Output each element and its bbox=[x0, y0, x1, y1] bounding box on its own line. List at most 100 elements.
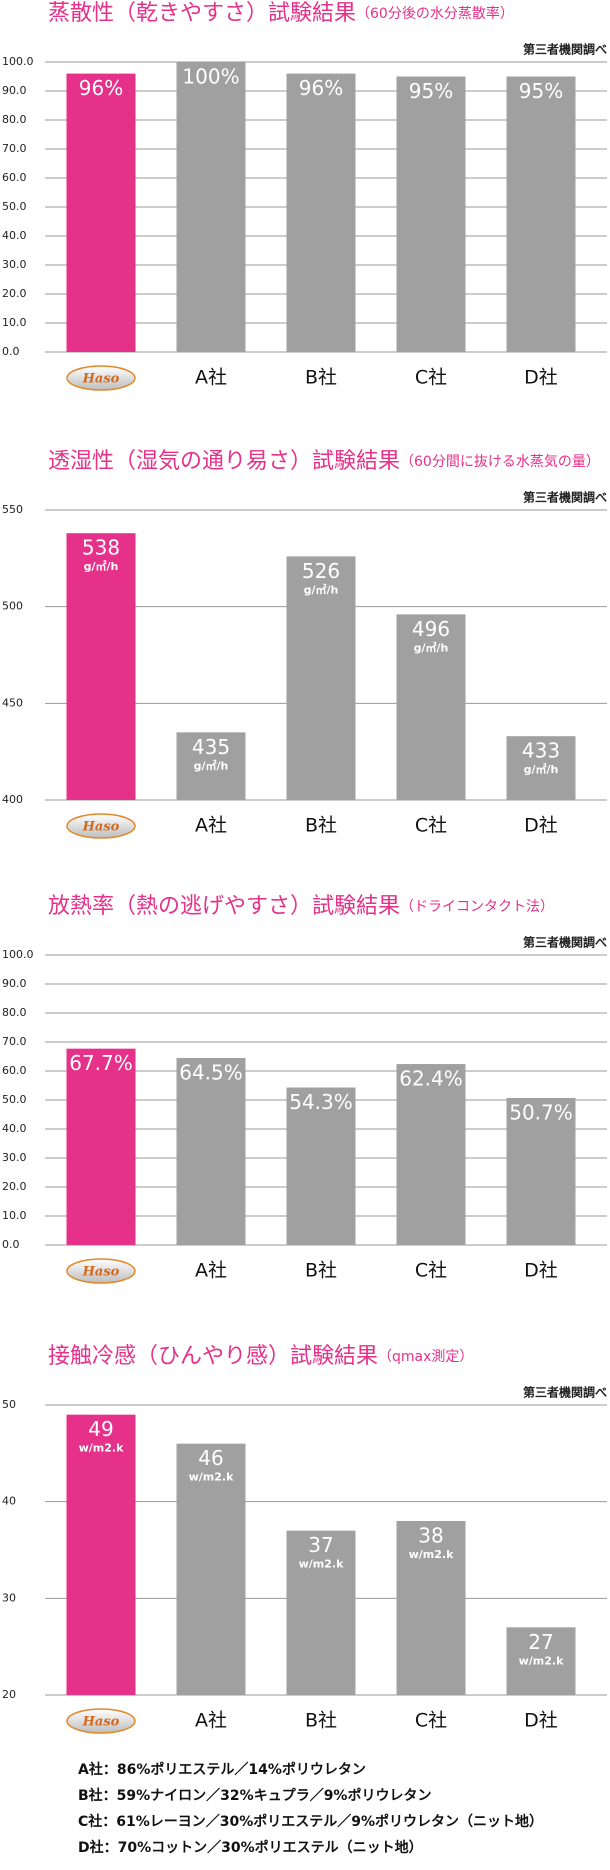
x-tick-label: C社 bbox=[415, 367, 447, 389]
value-label: 538 bbox=[82, 536, 120, 560]
x-tick-label: A社 bbox=[195, 1710, 227, 1732]
note: C社：61%レーヨン／30%ポリエステル／9%ポリウレタン（ニット地） bbox=[78, 1813, 543, 1830]
bar bbox=[66, 73, 136, 352]
value-label: 496 bbox=[412, 617, 450, 641]
value-label: 526 bbox=[302, 559, 340, 583]
value-label: 67.7% bbox=[69, 1051, 133, 1075]
x-tick-label: A社 bbox=[195, 1260, 227, 1282]
bar bbox=[176, 1443, 246, 1695]
y-tick-label: 400 bbox=[2, 793, 23, 806]
value-label: 37 bbox=[308, 1533, 333, 1557]
value-label: 62.4% bbox=[399, 1067, 463, 1091]
value-label: 27 bbox=[528, 1630, 553, 1654]
y-tick-label: 30.0 bbox=[2, 1151, 27, 1164]
unit-label: w/m2.k bbox=[79, 1442, 124, 1455]
y-tick-label: 20.0 bbox=[2, 287, 27, 300]
unit-label: g/㎡/h bbox=[524, 762, 559, 776]
logo-badge bbox=[66, 365, 136, 391]
bar bbox=[286, 73, 356, 352]
value-label: 95% bbox=[409, 79, 453, 103]
bar bbox=[506, 736, 576, 800]
note: D社：70%コットン／30%ポリエステル（ニット地） bbox=[78, 1839, 423, 1856]
y-tick-label: 40.0 bbox=[2, 1122, 27, 1135]
logo-badge bbox=[66, 813, 136, 839]
y-tick-label: 20 bbox=[2, 1688, 16, 1701]
bar bbox=[396, 1521, 466, 1695]
y-tick-label: 90.0 bbox=[2, 977, 27, 990]
bar bbox=[396, 1064, 466, 1245]
bar bbox=[506, 1097, 576, 1245]
y-tick-label: 70.0 bbox=[2, 142, 27, 155]
y-tick-label: 10.0 bbox=[2, 1209, 27, 1222]
y-tick-label: 10.0 bbox=[2, 316, 27, 329]
y-tick-label: 90.0 bbox=[2, 84, 27, 97]
value-label: 64.5% bbox=[179, 1060, 243, 1084]
value-label: 100% bbox=[182, 65, 239, 89]
logo-text: Haso bbox=[82, 1715, 120, 1730]
x-tick-label: D社 bbox=[524, 1260, 558, 1282]
bar bbox=[66, 533, 136, 800]
chart-title: 接触冷感（ひんやり感）試験結果（qmax測定） bbox=[48, 1344, 473, 1369]
value-label: 96% bbox=[299, 76, 343, 100]
y-tick-label: 50 bbox=[2, 1398, 16, 1411]
y-tick-label: 50.0 bbox=[2, 1093, 27, 1106]
bar bbox=[286, 556, 356, 800]
note: A社：86%ポリエステル／14%ポリウレタン bbox=[78, 1761, 366, 1778]
logo-badge bbox=[66, 1258, 136, 1284]
logo-text: Haso bbox=[82, 1265, 120, 1280]
source-note: 第三者機関調べ bbox=[523, 935, 607, 950]
y-tick-label: 80.0 bbox=[2, 113, 27, 126]
unit-label: g/㎡/h bbox=[84, 559, 119, 573]
logo-text: Haso bbox=[82, 820, 120, 835]
y-tick-label: 30 bbox=[2, 1591, 16, 1604]
unit-label: w/m2.k bbox=[299, 1558, 344, 1571]
unit-label: w/m2.k bbox=[189, 1471, 234, 1484]
unit-label: g/㎡/h bbox=[414, 640, 449, 654]
bar bbox=[396, 614, 466, 800]
x-tick-label: C社 bbox=[415, 1260, 447, 1282]
logo-badge bbox=[66, 1708, 136, 1734]
y-tick-label: 80.0 bbox=[2, 1006, 27, 1019]
title-text: 透湿性（湿気の通り易さ）試験結果 bbox=[48, 449, 400, 474]
bar bbox=[66, 1414, 136, 1695]
value-label: 46 bbox=[198, 1446, 223, 1470]
unit-label: w/m2.k bbox=[519, 1654, 564, 1667]
x-tick-label: C社 bbox=[415, 815, 447, 837]
chart-title: 放熱率（熱の逃げやすさ）試験結果（ドライコンタクト法） bbox=[48, 894, 554, 919]
bar bbox=[506, 76, 576, 352]
source-note: 第三者機関調べ bbox=[523, 490, 607, 505]
y-tick-label: 450 bbox=[2, 696, 23, 709]
unit-label: w/m2.k bbox=[409, 1548, 454, 1561]
chart-title: 透湿性（湿気の通り易さ）試験結果（60分間に抜ける水蒸気の量） bbox=[48, 449, 600, 474]
y-tick-label: 100.0 bbox=[2, 948, 34, 961]
x-tick-label: B社 bbox=[305, 367, 337, 389]
bar bbox=[286, 1530, 356, 1695]
x-tick-label: C社 bbox=[415, 1710, 447, 1732]
y-tick-label: 60.0 bbox=[2, 171, 27, 184]
value-label: 96% bbox=[79, 76, 123, 100]
title-text: 放熱率（熱の逃げやすさ）試験結果 bbox=[48, 894, 400, 919]
x-tick-label: D社 bbox=[524, 815, 558, 837]
logo-text: Haso bbox=[82, 372, 120, 387]
bar bbox=[176, 732, 246, 800]
bar bbox=[176, 62, 246, 352]
x-tick-label: B社 bbox=[305, 815, 337, 837]
y-tick-label: 40.0 bbox=[2, 229, 27, 242]
note: B社：59%ナイロン／32%キュプラ／9%ポリウレタン bbox=[78, 1787, 431, 1804]
title-text: 接触冷感（ひんやり感）試験結果 bbox=[48, 1344, 378, 1369]
value-label: 433 bbox=[522, 739, 560, 763]
x-tick-label: B社 bbox=[305, 1710, 337, 1732]
bar bbox=[66, 1048, 136, 1245]
y-tick-label: 70.0 bbox=[2, 1035, 27, 1048]
bar bbox=[396, 76, 466, 352]
x-tick-label: A社 bbox=[195, 367, 227, 389]
y-tick-label: 550 bbox=[2, 503, 23, 516]
value-label: 50.7% bbox=[509, 1100, 573, 1124]
source-note: 第三者機関調べ bbox=[523, 42, 607, 57]
title-text: 蒸散性（乾きやすさ）試験結果 bbox=[48, 1, 356, 26]
y-tick-label: 50.0 bbox=[2, 200, 27, 213]
unit-label: g/㎡/h bbox=[304, 582, 339, 596]
x-tick-label: B社 bbox=[305, 1260, 337, 1282]
subtitle-text: （60分間に抜ける水蒸気の量） bbox=[400, 454, 600, 470]
value-label: 95% bbox=[519, 79, 563, 103]
